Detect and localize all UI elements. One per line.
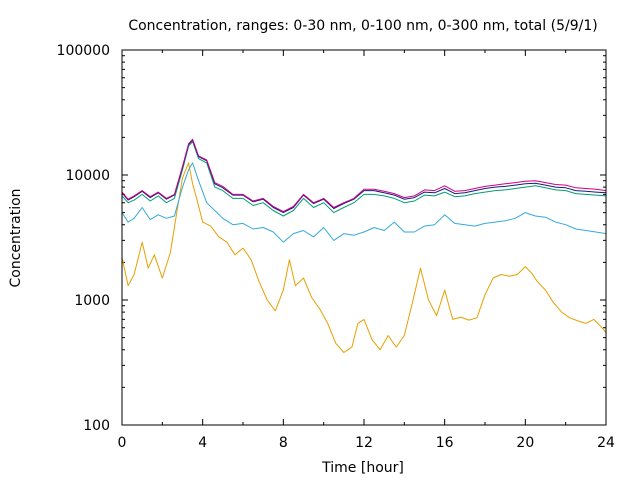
chart-title: Concentration, ranges: 0-30 nm, 0-100 nm… [128,18,597,34]
x-tick-label: 16 [436,435,454,451]
x-tick-label: 12 [355,435,373,451]
y-tick-label: 100 [83,418,110,434]
x-axis-label: Time [hour] [321,460,404,476]
x-tick-label: 4 [198,435,207,451]
series-line-2 [121,162,607,243]
y-tick-label: 100000 [57,43,110,59]
x-tick-label: 0 [118,435,127,451]
axis-ticks: 0 4 8 12 16 20 24 100 1000 10000 100000 [57,43,615,451]
series-line-5 [121,138,607,213]
plot-frame [121,49,607,426]
x-tick-label: 20 [516,435,534,451]
x-tick-label: 8 [279,435,288,451]
y-axis-label: Concentration [8,188,24,287]
series-lines [121,138,607,353]
series-line-1 [121,162,607,353]
x-tick-label: 24 [597,435,615,451]
y-tick-label: 10000 [65,168,110,184]
y-tick-label: 1000 [74,293,110,309]
